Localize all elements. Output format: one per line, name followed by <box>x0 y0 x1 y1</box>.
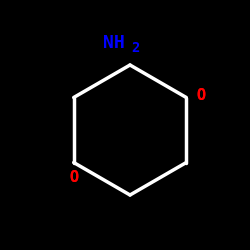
Text: O: O <box>69 170 78 185</box>
Circle shape <box>65 169 82 186</box>
Text: 2: 2 <box>131 40 140 54</box>
Text: O: O <box>197 88 206 102</box>
Text: NH: NH <box>102 34 124 52</box>
Circle shape <box>192 86 210 104</box>
Text: O: O <box>197 88 206 102</box>
Text: O: O <box>69 170 78 185</box>
